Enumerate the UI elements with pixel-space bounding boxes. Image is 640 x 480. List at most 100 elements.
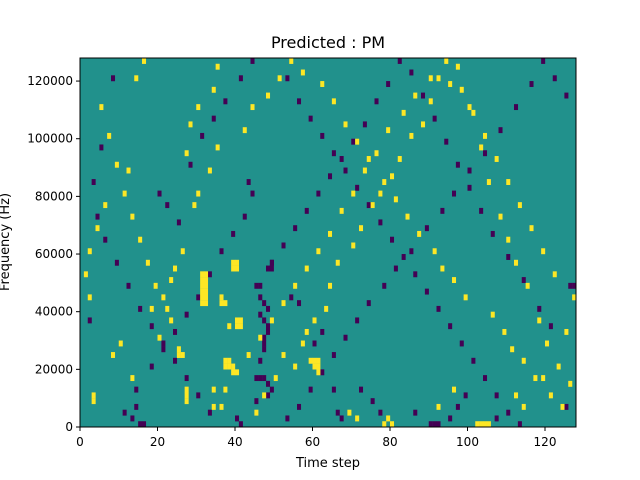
heatmap-cell-high — [525, 282, 530, 289]
heatmap-cell-low — [138, 305, 143, 312]
heatmap-cell-high — [475, 421, 480, 428]
heatmap-cell-low — [421, 92, 426, 99]
heatmap-cell-high — [483, 421, 488, 428]
heatmap-cell-low — [378, 409, 383, 416]
heatmap-cell-high — [145, 259, 150, 266]
heatmap-cell-high — [529, 225, 534, 232]
heatmap-cell-high — [494, 156, 499, 162]
heatmap-cell-high — [281, 352, 286, 358]
heatmap-cell-low — [498, 127, 503, 134]
heatmap-cell-high — [246, 352, 251, 358]
heatmap-cell-low — [483, 375, 488, 382]
heatmap-cell-low — [254, 282, 259, 289]
heatmap-cell-high — [351, 190, 356, 197]
heatmap-cell-high — [184, 392, 189, 399]
heatmap-cell-high — [560, 403, 565, 410]
heatmap-cell-high — [184, 398, 189, 405]
heatmap-cell-low — [297, 98, 302, 105]
heatmap-cell-low — [289, 294, 294, 301]
heatmap-cell-high — [122, 190, 127, 197]
heatmap-cell-low — [320, 328, 325, 335]
heatmap-cell-high — [300, 340, 305, 347]
heatmap-cell-high — [316, 357, 321, 364]
heatmap-cell-high — [347, 409, 352, 416]
heatmap-cell-low — [409, 248, 414, 255]
heatmap-cell-high — [180, 352, 185, 358]
heatmap-cell-high — [204, 294, 209, 301]
heatmap-cell-high — [219, 300, 224, 307]
heatmap-cell-high — [455, 63, 460, 70]
heatmap-cell-low — [386, 81, 391, 87]
heatmap-cell-high — [328, 282, 333, 289]
x-tick-label: 20 — [150, 435, 165, 449]
heatmap-cell-high — [207, 167, 212, 174]
heatmap-cell-high — [467, 104, 472, 111]
heatmap-cell-high — [87, 248, 92, 255]
heatmap-cell-low — [269, 259, 274, 266]
heatmap-cell-low — [297, 403, 302, 410]
heatmap-cell-high — [204, 271, 209, 278]
heatmap-cell-high — [502, 328, 507, 335]
heatmap-cell-low — [173, 328, 178, 335]
heatmap-cell-low — [235, 415, 240, 422]
heatmap-cell-low — [436, 421, 441, 428]
heatmap-cell-high — [293, 282, 298, 289]
heatmap-cell-high — [370, 202, 375, 209]
heatmap-cell-high — [300, 69, 305, 76]
heatmap-cell-high — [355, 138, 360, 145]
heatmap-cell-low — [471, 357, 476, 364]
heatmap-cell-low — [258, 311, 263, 318]
heatmap-cell-high — [355, 415, 360, 422]
heatmap-cell-high — [498, 213, 503, 220]
heatmap-cell-low — [184, 311, 189, 318]
heatmap-cell-high — [165, 305, 170, 312]
heatmap-cell-high — [231, 363, 236, 370]
heatmap-cell-low — [188, 161, 193, 168]
heatmap-cell-high — [134, 75, 139, 82]
heatmap-cell-high — [200, 271, 205, 278]
heatmap-cell-high — [200, 282, 205, 289]
x-axis-label: Time step — [295, 456, 360, 471]
heatmap-cell-low — [548, 323, 553, 330]
heatmap-cell-high — [510, 346, 515, 353]
heatmap-cell-low — [293, 225, 298, 232]
heatmap-cell-low — [440, 207, 445, 214]
heatmap-cell-low — [479, 207, 484, 214]
heatmap-cell-low — [428, 421, 433, 428]
heatmap-cell-low — [494, 415, 499, 422]
heatmap-cell-high — [324, 305, 329, 312]
heatmap-cell-high — [192, 202, 197, 209]
heatmap-cell-low — [262, 340, 267, 347]
heatmap-cell-low — [285, 75, 290, 82]
heatmap-cell-low — [335, 409, 340, 416]
heatmap-cell-high — [521, 357, 526, 364]
heatmap-cell-low — [467, 184, 472, 191]
heatmap-cell-low — [269, 265, 274, 272]
heatmap-cell-low — [196, 294, 201, 301]
heatmap-cell-low — [173, 357, 178, 364]
heatmap-cell-low — [142, 421, 147, 428]
heatmap-cell-low — [157, 190, 162, 197]
heatmap-cell-high — [463, 294, 468, 301]
heatmap-cell-high — [312, 357, 317, 364]
heatmap-cell-low — [200, 132, 205, 139]
heatmap-cell-high — [541, 248, 546, 255]
heatmap-cell-low — [262, 300, 267, 307]
heatmap-cell-low — [401, 254, 406, 260]
heatmap-cell-high — [339, 207, 344, 214]
heatmap-cell-low — [266, 323, 271, 330]
heatmap-cell-low — [91, 179, 96, 185]
heatmap-cell-high — [107, 132, 112, 139]
heatmap-cell-high — [99, 104, 104, 111]
heatmap-cell-high — [304, 328, 309, 335]
heatmap-cell-low — [308, 386, 313, 393]
heatmap-cell-high — [320, 81, 325, 87]
heatmap-cell-high — [366, 156, 371, 162]
y-tick-label: 40000 — [35, 305, 73, 319]
heatmap-cell-low — [455, 403, 460, 410]
heatmap-cell-high — [231, 259, 236, 266]
heatmap-cell-low — [254, 398, 259, 405]
heatmap-cell-high — [471, 109, 476, 116]
heatmap-cell-low — [331, 386, 336, 393]
